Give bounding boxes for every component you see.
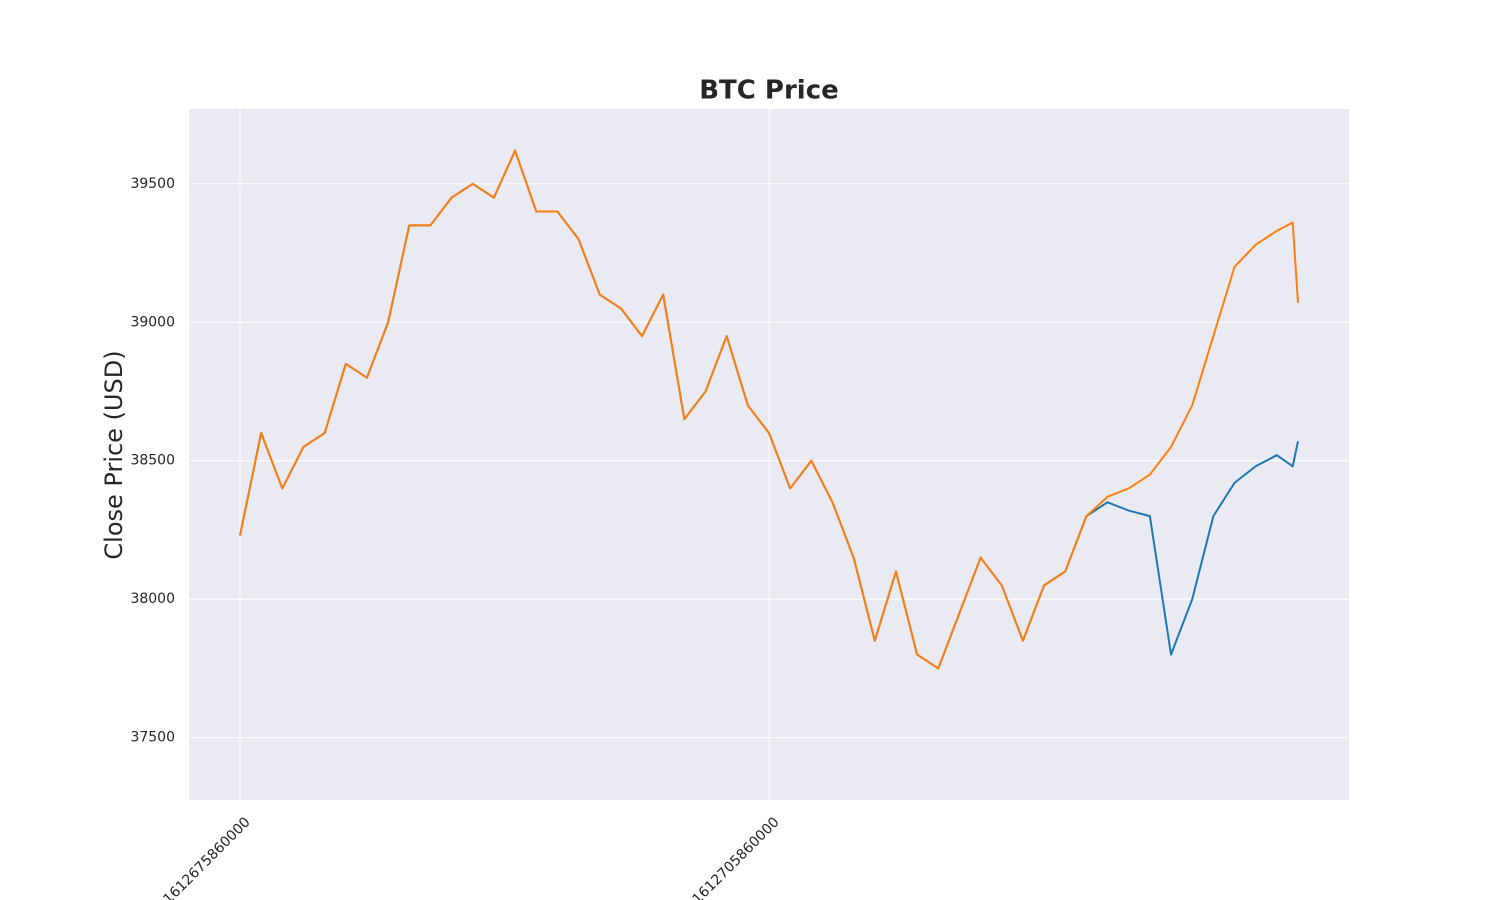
y-axis-label: Close Price (USD) bbox=[100, 350, 128, 559]
chart-title: BTC Price bbox=[699, 76, 839, 106]
grid bbox=[189, 109, 1349, 800]
y-tick-label: 37500 bbox=[130, 730, 175, 746]
y-tick-label: 38500 bbox=[130, 453, 175, 469]
y-tick-label: 38000 bbox=[130, 591, 175, 607]
x-tick-label: 1612705860000 bbox=[689, 814, 782, 900]
x-tick-label: 1612675860000 bbox=[160, 814, 253, 900]
line-series bbox=[239, 149, 1299, 670]
y-tick-label: 39500 bbox=[130, 176, 175, 192]
lines bbox=[239, 149, 1299, 670]
y-tick-label: 39000 bbox=[130, 314, 175, 330]
